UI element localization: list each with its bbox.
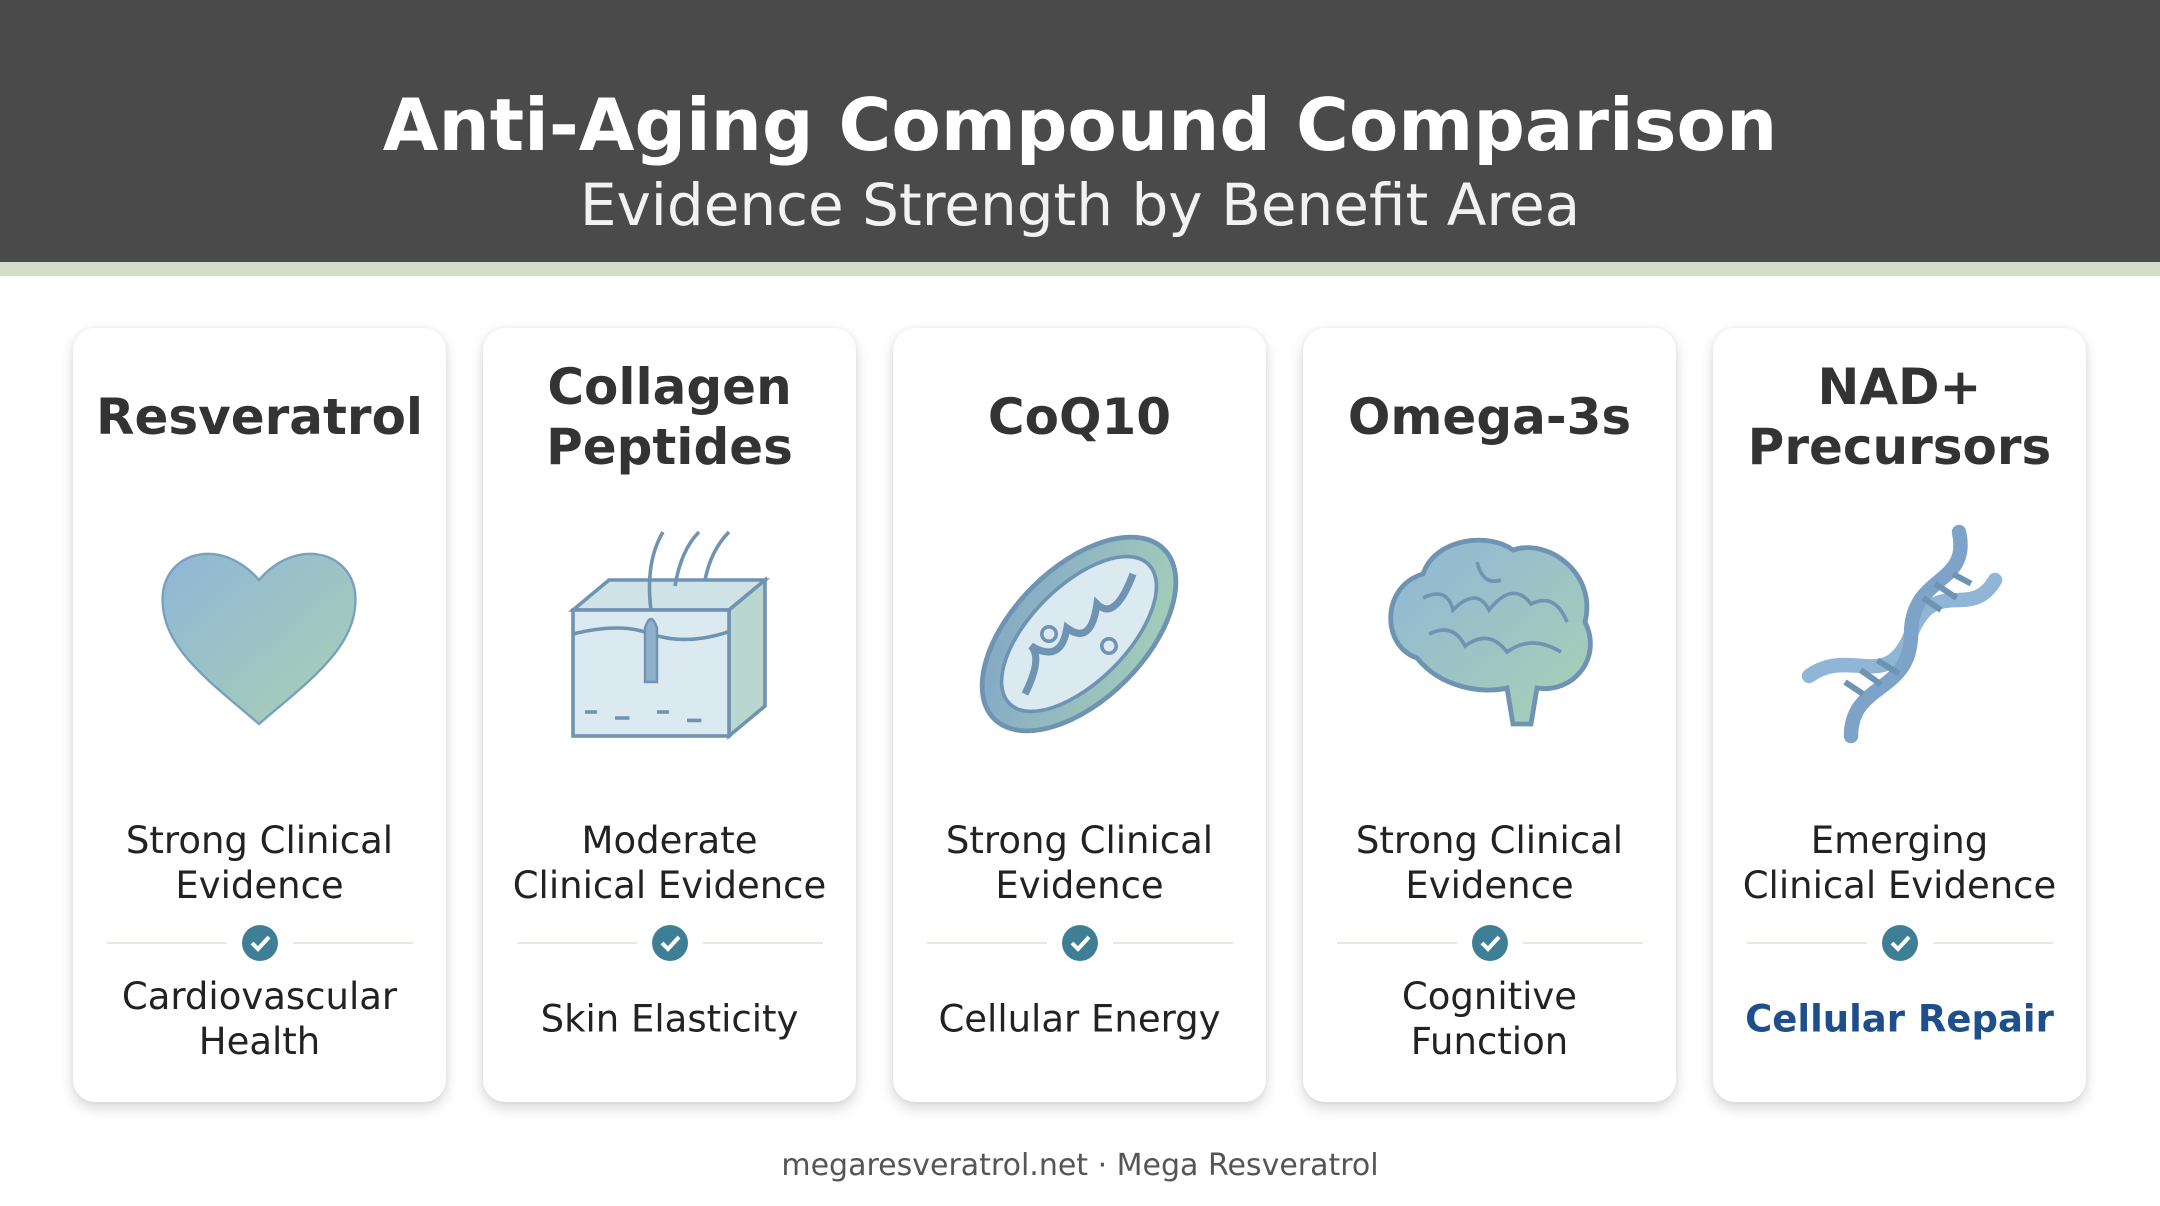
text-line: Evidence [1405,864,1574,907]
evidence: Strong Clinical Evidence [73,818,446,908]
card: Omega-3s Strong Clinical Evidence Cogniti… [1303,328,1676,1102]
evidence: Strong Clinical Evidence [1303,818,1676,908]
benefit: Cardiovascular Health [73,974,446,1064]
text-line: Peptides [546,418,793,476]
divider [107,942,227,944]
benefit: Cognitive Function [1303,974,1676,1064]
text-line: Cellular Repair [1745,997,2054,1041]
title: Anti-Aging Compound Comparison [382,83,1778,167]
check-icon [1882,925,1918,961]
subtitle: Evidence Strength by Benefit Area [579,171,1581,239]
divider [1337,942,1457,944]
compound-name: Collagen Peptides [483,357,856,477]
text-line: Evidence [175,864,344,907]
benefit: Cellular Energy [893,997,1266,1042]
text-line: Strong Clinical [945,819,1214,862]
card: NAD+ Precursors Emerging Clinical Evidence… [1713,328,2086,1102]
check-icon [242,925,278,961]
divider [1747,942,1867,944]
evidence: Emerging Clinical Evidence [1713,818,2086,908]
heart-icon [161,552,357,726]
text-line: Skin Elasticity [540,997,799,1041]
benefit: Cellular Repair [1713,997,2086,1042]
text-line: Emerging [1810,819,1989,862]
text-line: Resveratrol [95,388,424,446]
divider [927,942,1047,944]
compound-name: NAD+ Precursors [1713,357,2086,477]
divider [1113,942,1233,944]
header-stripe [0,262,2160,276]
text-line: CoQ10 [987,388,1172,446]
text-line: Cardiovascular [121,975,398,1018]
text-line: Omega-3s [1347,388,1632,446]
divider [1523,942,1643,944]
brain-icon [1388,537,1593,727]
text-line: Cognitive [1401,975,1578,1018]
mitochondria-icon [979,534,1179,734]
text-line: Strong Clinical [1355,819,1624,862]
text-line: Evidence [995,864,1164,907]
skin-icon [568,530,770,740]
divider [293,942,413,944]
compound-name: CoQ10 [893,387,1266,447]
header-bar [0,0,2160,262]
evidence: Moderate Clinical Evidence [483,818,856,908]
divider [1933,942,2053,944]
compound-name: Resveratrol [73,387,446,447]
benefit: Skin Elasticity [483,997,856,1042]
divider [703,942,823,944]
divider [517,942,637,944]
compound-name: Omega-3s [1303,387,1676,447]
text-line: Precursors [1747,418,2052,476]
text-line: Health [198,1020,321,1063]
card: Resveratrol Strong Clinical Evidence Card… [73,328,446,1102]
text-line: Function [1410,1020,1569,1063]
check-icon [652,925,688,961]
card: Collagen Peptides Moderate Clinical Eviden… [483,328,856,1102]
text-line: Clinical Evidence [1742,864,2057,907]
text-line: Cellular Energy [938,997,1221,1041]
dna-icon [1801,524,2003,744]
text-line: Moderate [581,819,758,862]
text-line: Clinical Evidence [512,864,827,907]
check-icon [1472,925,1508,961]
evidence: Strong Clinical Evidence [893,818,1266,908]
check-icon [1062,925,1098,961]
footer: megaresveratrol.net · Mega Resveratrol [781,1148,1379,1183]
text-line: Strong Clinical [125,819,394,862]
text-line: NAD+ [1817,358,1982,416]
card: CoQ10 Strong Clinical Evidence Cellular E… [893,328,1266,1102]
text-line: Collagen [547,358,792,416]
